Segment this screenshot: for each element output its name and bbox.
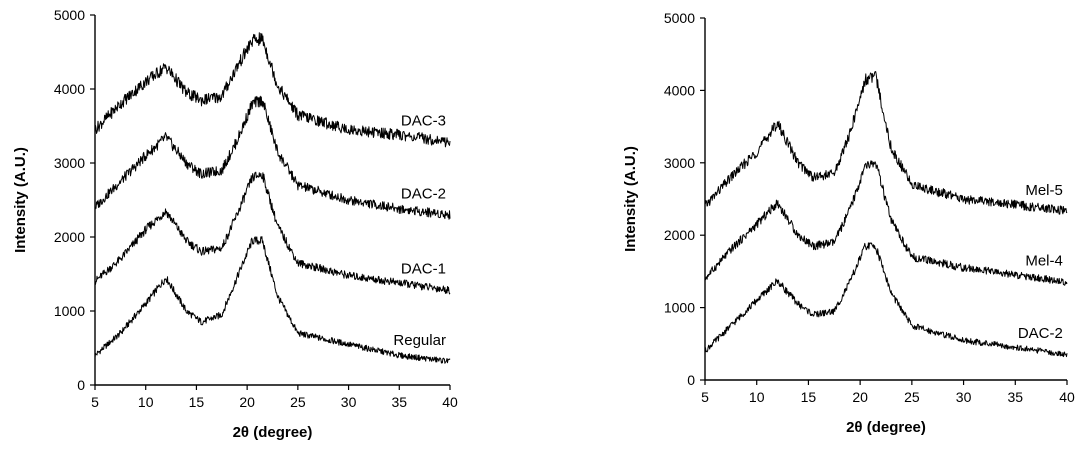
series-line-dac-3 [94,32,451,148]
x-tick-label: 20 [852,389,868,405]
left-chart-panel: 5 10 15 20 25 30 35 40 0 1000 2000 3000 4000 5000 2θ (… [12,7,458,441]
series-label-dac-3: DAC-3 [401,113,446,130]
series-line-dac-2 [94,95,451,220]
y-tick-label: 5000 [664,10,695,26]
x-tick-label: 5 [701,389,709,405]
series-label-dac-1: DAC-1 [401,261,446,278]
y-tick-label: 4000 [54,81,85,97]
y-tick-label: 1000 [664,300,695,316]
series-label-regular: Regular [393,332,446,349]
y-tick-label: 3000 [54,155,85,171]
y-tick-label: 2000 [664,227,695,243]
series-line-mel-5 [704,71,1068,215]
series-line-dac-2 [704,242,1068,358]
x-axis-title: 2θ (degree) [233,424,313,441]
x-tick-label: 40 [442,394,458,410]
x-tick-label: 5 [91,394,99,410]
x-tick-label: 10 [749,389,765,405]
y-tick-label: 4000 [664,82,695,98]
x-tick-label: 15 [189,394,205,410]
x-tick-label: 10 [138,394,154,410]
y-axis-title: Intensity (A.U.) [622,146,639,252]
x-tick-label: 40 [1059,389,1075,405]
x-tick-label: 30 [956,389,972,405]
y-tick-label: 1000 [54,303,85,319]
x-tick-label: 25 [290,394,306,410]
y-axis-title: Intensity (A.U.) [12,147,29,253]
y-tick-label: 0 [687,372,695,388]
series-label-dac-2: DAC-2 [401,186,446,203]
series-label-mel-4: Mel-4 [1025,253,1063,270]
right-chart-panel: 5 10 15 20 25 30 35 40 0 1000 2000 3000 4000 5000 2θ (… [622,10,1075,436]
series-line-mel-4 [704,160,1068,286]
y-tick-label: 0 [77,377,85,393]
x-tick-label: 15 [801,389,817,405]
y-tick-label: 5000 [54,7,85,23]
series-label-dac-2: DAC-2 [1018,325,1063,342]
x-tick-label: 20 [239,394,255,410]
series-label-mel-5: Mel-5 [1025,182,1063,199]
series-line-dac-1 [94,171,451,295]
x-tick-label: 35 [1007,389,1023,405]
x-tick-label: 30 [341,394,357,410]
x-tick-label: 25 [904,389,920,405]
x-axis-title: 2θ (degree) [846,419,926,436]
y-tick-label: 2000 [54,229,85,245]
series-line-regular [94,236,451,364]
y-tick-label: 3000 [664,155,695,171]
x-tick-label: 35 [391,394,407,410]
